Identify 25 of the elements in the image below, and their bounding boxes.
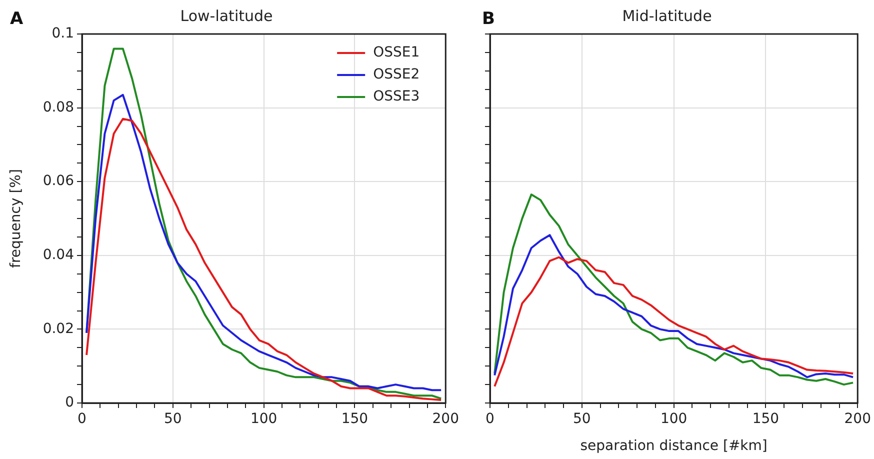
legend-label: OSSE3 [373, 88, 420, 105]
y-tick-label: 0.04 [42, 247, 74, 264]
y-tick-label: 0.06 [42, 173, 74, 190]
x-tick-label: 100 [660, 411, 688, 428]
legend-label: OSSE2 [373, 66, 420, 83]
y-axis-title: frequency [%] [8, 169, 24, 268]
y-tick-label: 0.1 [52, 26, 74, 42]
x-tick-label: 150 [752, 411, 780, 428]
x-tick-label: 200 [844, 411, 872, 428]
x-tick-label: 150 [341, 411, 368, 428]
x-tick-label: 0 [486, 411, 494, 428]
text: B [482, 8, 495, 29]
x-tick-label: 0 [78, 411, 86, 428]
chart-title: Low-latitude [180, 6, 273, 25]
x-tick-label: 50 [164, 411, 182, 428]
legend-label: OSSE1 [373, 44, 420, 61]
x-tick-label: 100 [250, 411, 278, 428]
y-tick-label: 0.08 [42, 99, 74, 116]
x-tick-label: 200 [432, 411, 460, 428]
y-tick-label: 0.02 [42, 320, 74, 337]
y-tick-label: 0 [65, 394, 74, 411]
x-tick-label: 50 [572, 411, 591, 428]
x-axis-title: separation distance [#km] [580, 438, 768, 454]
chart-title: Mid-latitude [622, 6, 712, 25]
text: A [10, 8, 24, 29]
